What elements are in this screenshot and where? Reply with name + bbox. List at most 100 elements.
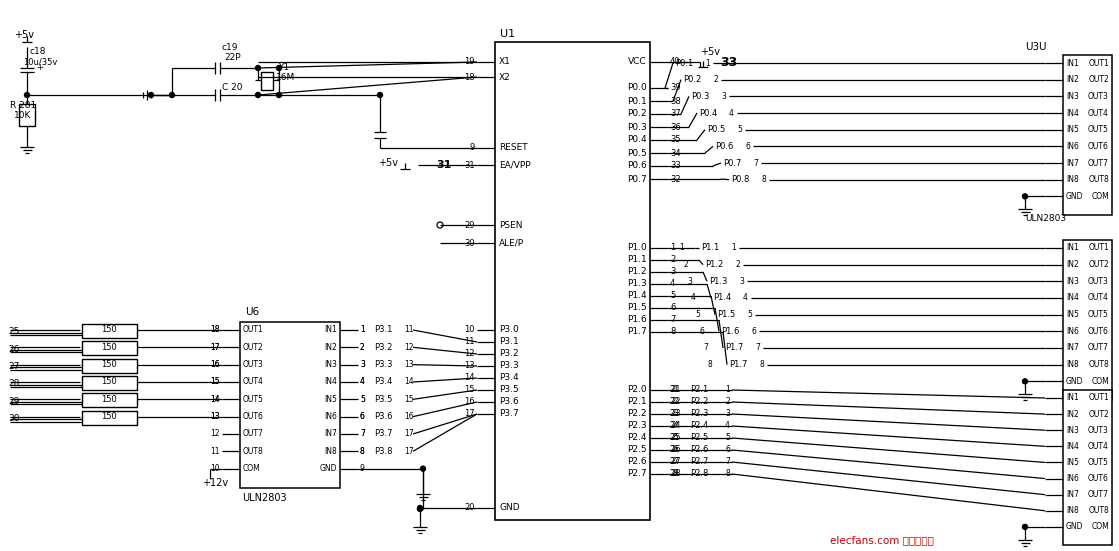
Text: OUT3: OUT3 (1088, 426, 1109, 435)
Text: IN8: IN8 (325, 447, 337, 456)
Text: P3.8: P3.8 (374, 447, 393, 456)
Text: 8: 8 (761, 175, 765, 184)
Text: 21: 21 (670, 386, 679, 395)
Text: OUT6: OUT6 (1088, 327, 1109, 336)
Text: P0.5: P0.5 (707, 125, 725, 134)
Text: C 20: C 20 (222, 84, 243, 93)
Text: P3.1: P3.1 (499, 338, 519, 347)
Text: P1.2: P1.2 (628, 267, 647, 277)
Text: P1.1: P1.1 (628, 256, 647, 264)
Text: OUT3: OUT3 (1088, 92, 1109, 101)
Text: IN3: IN3 (325, 360, 337, 369)
Text: P1.1: P1.1 (700, 244, 720, 252)
Text: P3.4: P3.4 (374, 377, 393, 386)
Text: OUT3: OUT3 (243, 360, 264, 369)
Text: 29: 29 (8, 397, 19, 406)
Text: 21: 21 (670, 386, 680, 395)
Text: OUT7: OUT7 (243, 429, 264, 439)
Bar (261, 72, 273, 90)
Bar (82, 376, 137, 390)
Text: 14: 14 (464, 374, 474, 382)
Text: GND: GND (499, 504, 519, 512)
Text: 15: 15 (404, 395, 414, 404)
Text: 25: 25 (670, 434, 680, 442)
Text: 27: 27 (670, 457, 680, 467)
Text: P0.6: P0.6 (628, 161, 647, 170)
Text: P0.8: P0.8 (731, 175, 750, 184)
Text: 38: 38 (670, 96, 680, 105)
Text: IN8: IN8 (1066, 175, 1079, 184)
Text: 8: 8 (670, 327, 676, 337)
Text: 7: 7 (360, 429, 365, 439)
Text: 7: 7 (360, 429, 365, 439)
Text: 5: 5 (360, 395, 365, 404)
Text: IN7: IN7 (1066, 490, 1079, 499)
Text: IN4: IN4 (1066, 442, 1079, 451)
Text: 17: 17 (210, 343, 220, 352)
Text: 11: 11 (464, 338, 474, 347)
Text: P2.4: P2.4 (628, 434, 647, 442)
Text: 1: 1 (725, 386, 730, 395)
Text: 5: 5 (670, 291, 675, 300)
Text: P0.0: P0.0 (628, 84, 647, 93)
Text: P0.1: P0.1 (675, 58, 694, 68)
Text: 4: 4 (725, 422, 730, 430)
Text: P2.3: P2.3 (628, 422, 647, 430)
Text: P3.6: P3.6 (374, 412, 393, 421)
Text: IN4: IN4 (1066, 109, 1079, 117)
Text: OUT2: OUT2 (243, 343, 264, 352)
Text: IN8: IN8 (1066, 360, 1079, 369)
Text: 25: 25 (8, 327, 19, 337)
Text: IN5: IN5 (1066, 458, 1079, 467)
Text: 18: 18 (210, 326, 220, 334)
Circle shape (1023, 525, 1027, 530)
Text: 33: 33 (670, 161, 680, 170)
Text: P2.6: P2.6 (690, 446, 708, 455)
Text: 1: 1 (731, 244, 736, 252)
Text: IN7: IN7 (1066, 343, 1079, 353)
Text: IN7: IN7 (325, 429, 337, 439)
Text: P3.7: P3.7 (499, 409, 519, 419)
Text: P2.6: P2.6 (628, 457, 647, 467)
Text: P0.6: P0.6 (715, 142, 733, 151)
Text: IN3: IN3 (1066, 92, 1079, 101)
Text: P1.7: P1.7 (725, 343, 743, 353)
Text: OUT7: OUT7 (1088, 490, 1109, 499)
Text: 3: 3 (687, 277, 692, 286)
Text: COM: COM (1091, 377, 1109, 386)
Circle shape (276, 93, 282, 98)
Text: IN5: IN5 (1066, 310, 1079, 319)
Text: 16M: 16M (276, 73, 295, 83)
Text: 4: 4 (360, 377, 365, 386)
Text: P2.0: P2.0 (628, 386, 647, 395)
Bar (495, 42, 650, 520)
Text: 3: 3 (739, 277, 744, 286)
Text: 8: 8 (725, 469, 730, 478)
Text: 6: 6 (745, 142, 750, 151)
Text: EA/VPP: EA/VPP (499, 160, 530, 170)
Bar (1063, 390, 1112, 545)
Text: 40: 40 (670, 57, 680, 67)
Text: P3.2: P3.2 (374, 343, 393, 352)
Text: IN2: IN2 (325, 343, 337, 352)
Text: OUT3: OUT3 (1088, 277, 1109, 286)
Bar (82, 410, 137, 425)
Text: 17: 17 (210, 343, 220, 352)
Text: P1.6: P1.6 (628, 316, 647, 325)
Text: 1: 1 (360, 326, 365, 334)
Text: IN1: IN1 (325, 326, 337, 334)
Text: 18: 18 (464, 73, 474, 82)
Circle shape (417, 506, 423, 511)
Text: P1.3: P1.3 (628, 279, 647, 289)
Text: 1: 1 (679, 244, 684, 252)
Text: 2: 2 (360, 343, 365, 352)
Text: 10: 10 (464, 326, 474, 334)
Text: OUT6: OUT6 (1088, 474, 1109, 483)
Text: PSEN: PSEN (499, 220, 523, 230)
Text: 2: 2 (683, 260, 688, 269)
Text: P1.5: P1.5 (628, 304, 647, 312)
Text: 15: 15 (464, 386, 474, 395)
Text: 34: 34 (670, 149, 680, 158)
Text: 16: 16 (464, 397, 474, 407)
Text: +5v: +5v (378, 158, 398, 168)
